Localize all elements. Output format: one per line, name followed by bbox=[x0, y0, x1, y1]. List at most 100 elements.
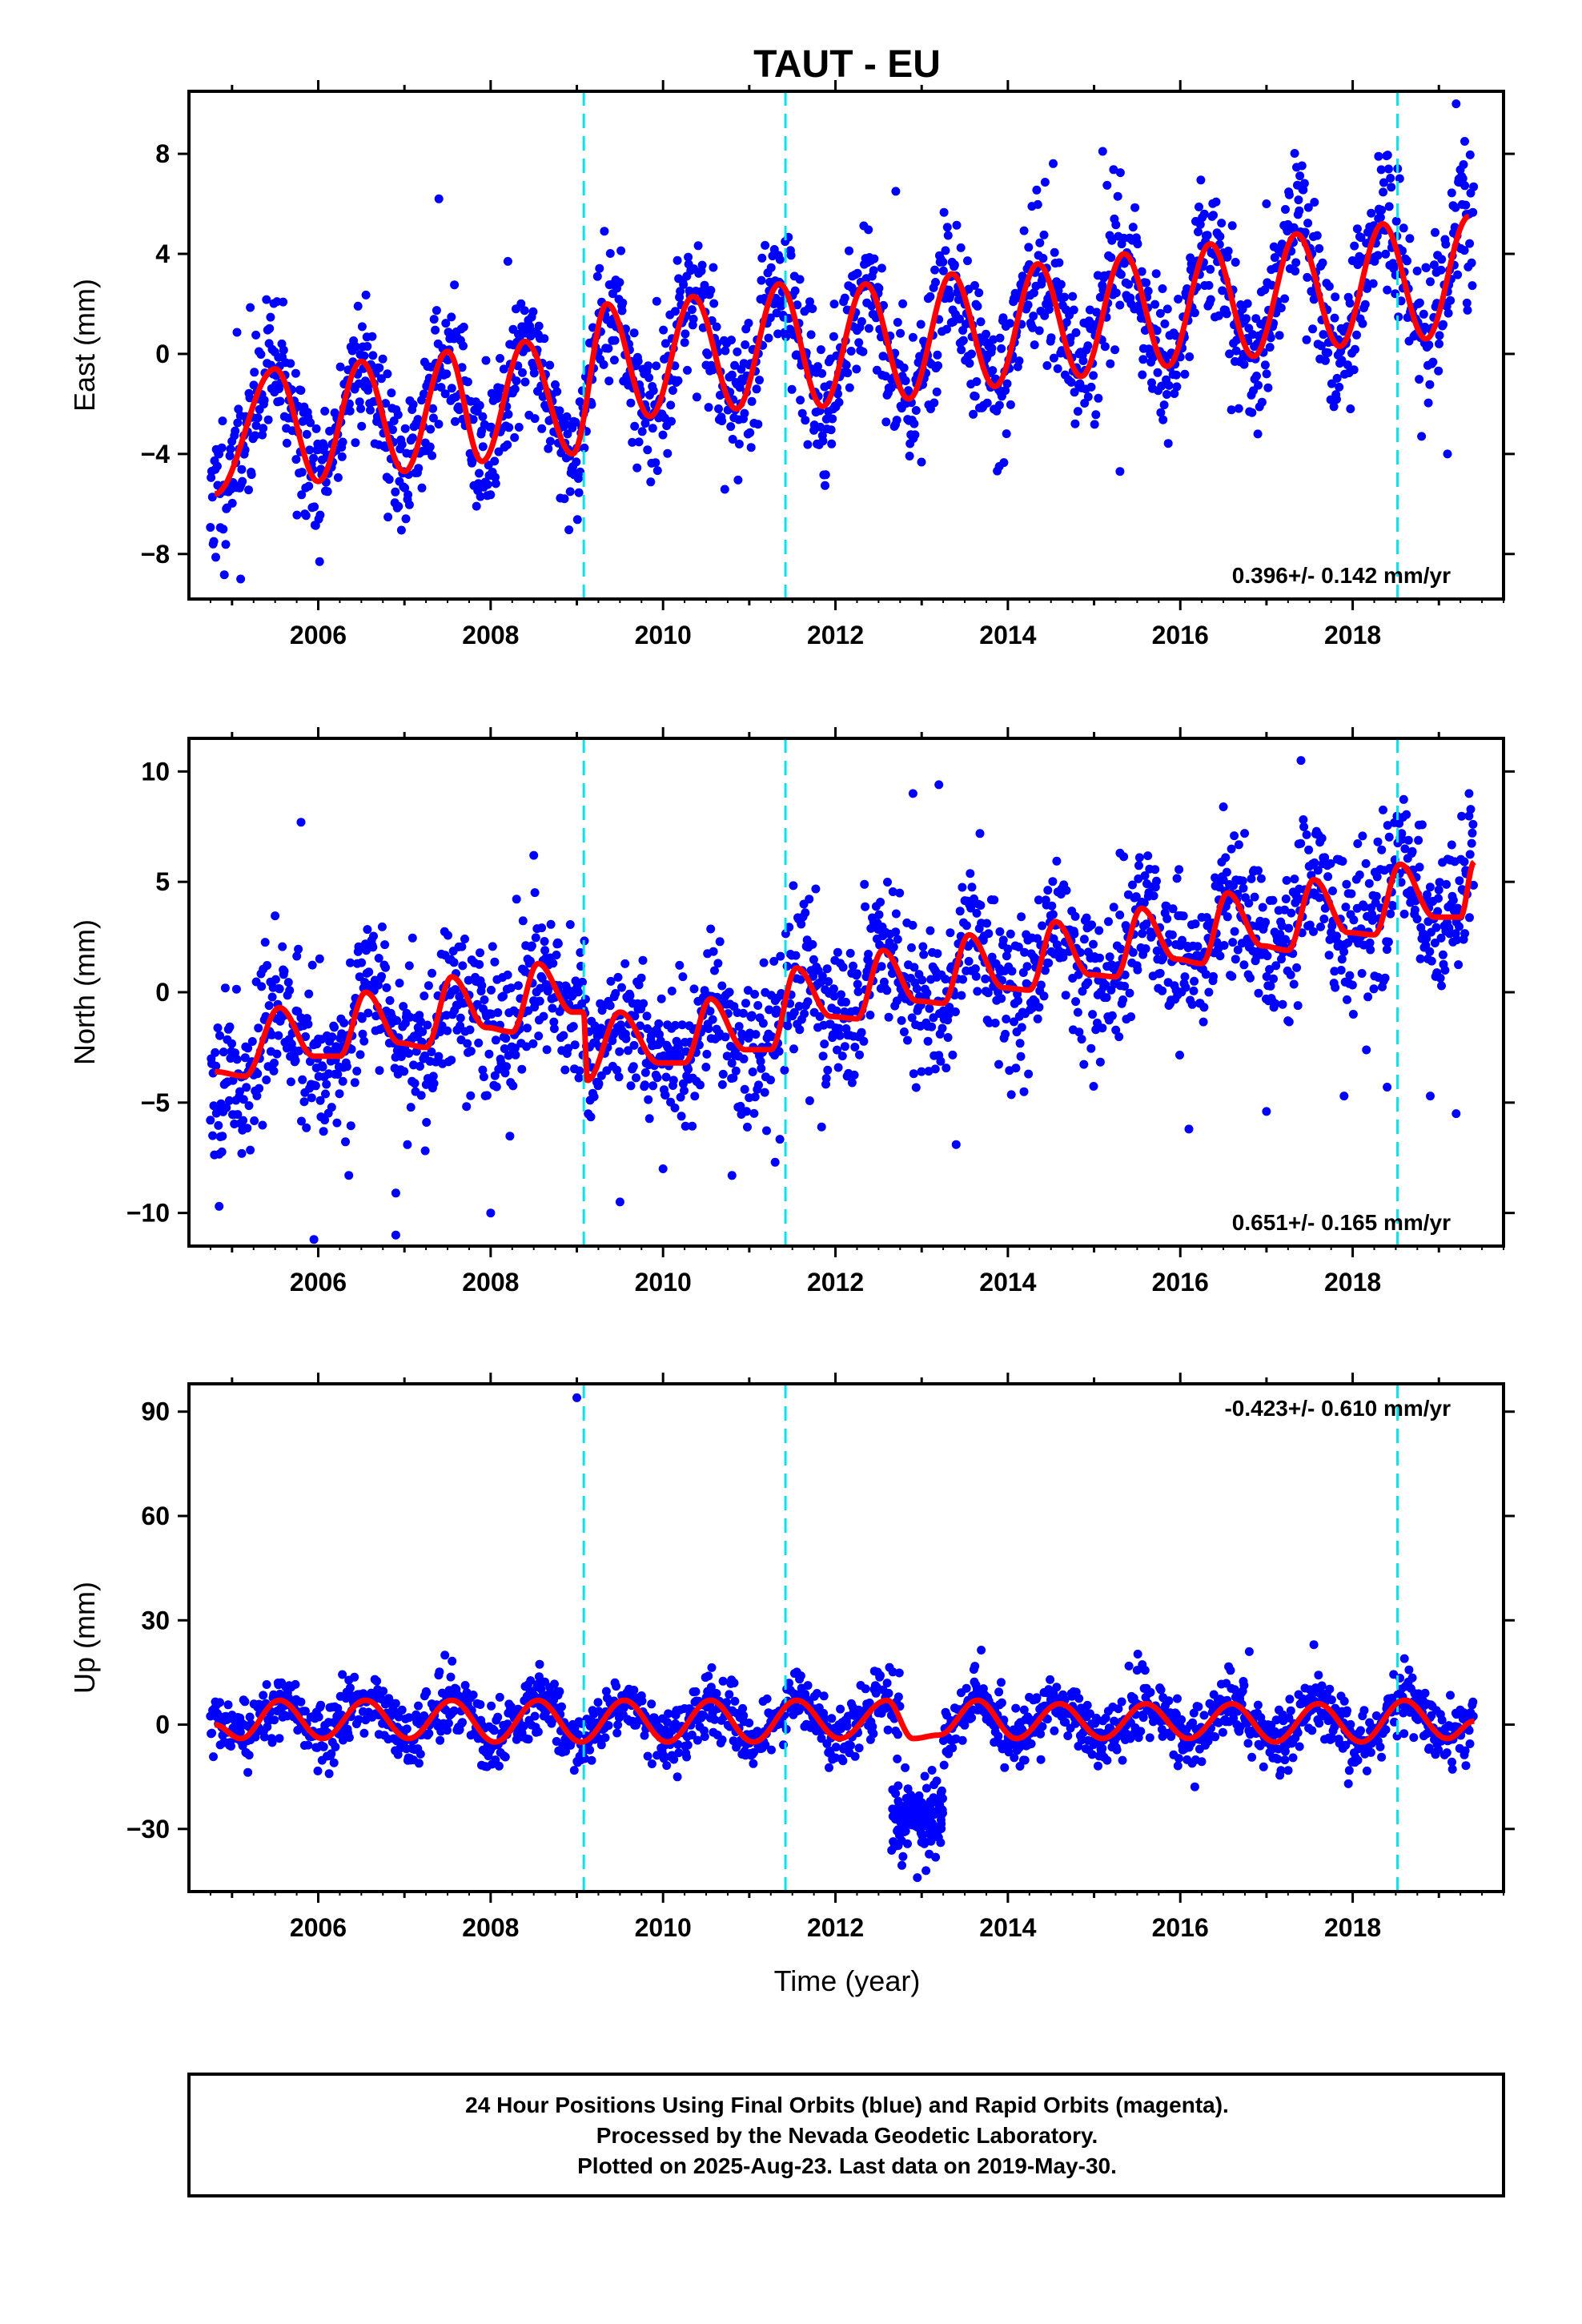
data-point bbox=[671, 307, 680, 316]
data-point bbox=[255, 1084, 264, 1093]
data-point bbox=[629, 1040, 639, 1050]
data-point bbox=[1421, 263, 1431, 272]
data-point bbox=[1191, 919, 1200, 929]
data-point bbox=[279, 297, 288, 307]
data-point bbox=[552, 951, 561, 959]
data-point bbox=[982, 398, 992, 408]
data-point bbox=[1339, 947, 1349, 956]
data-point bbox=[987, 344, 997, 353]
data-point bbox=[837, 990, 845, 999]
data-point bbox=[449, 1706, 459, 1715]
outlier-point bbox=[727, 1171, 737, 1180]
data-point bbox=[1461, 200, 1471, 210]
data-point bbox=[540, 937, 549, 946]
data-point bbox=[555, 1687, 564, 1696]
data-point bbox=[864, 225, 873, 235]
data-point bbox=[1377, 845, 1387, 854]
data-point bbox=[1425, 947, 1435, 956]
data-point bbox=[955, 907, 965, 916]
data-point bbox=[1275, 331, 1284, 340]
data-point bbox=[1330, 967, 1339, 976]
data-point bbox=[1316, 341, 1326, 351]
data-point bbox=[1369, 984, 1379, 994]
data-point bbox=[640, 1080, 649, 1090]
data-point bbox=[1052, 856, 1062, 866]
data-point bbox=[1265, 343, 1275, 352]
data-point bbox=[958, 336, 968, 345]
data-point bbox=[1087, 920, 1097, 930]
data-point bbox=[224, 1096, 234, 1105]
data-point bbox=[815, 1012, 825, 1021]
data-point bbox=[447, 312, 456, 322]
data-point bbox=[512, 895, 521, 904]
data-point bbox=[797, 408, 807, 418]
data-point bbox=[494, 1761, 504, 1771]
data-point bbox=[428, 968, 436, 978]
data-point bbox=[468, 1691, 478, 1699]
data-point bbox=[743, 986, 753, 995]
data-point bbox=[1417, 432, 1427, 441]
data-point bbox=[1358, 831, 1367, 841]
data-point bbox=[861, 902, 870, 911]
data-point bbox=[319, 1127, 328, 1136]
data-point bbox=[359, 351, 369, 360]
data-point bbox=[537, 974, 547, 983]
data-point bbox=[820, 1714, 829, 1723]
y-tick-label: 0 bbox=[155, 340, 170, 368]
data-point bbox=[391, 487, 400, 497]
data-point bbox=[525, 956, 535, 966]
data-point bbox=[1048, 877, 1058, 887]
data-point bbox=[725, 987, 734, 997]
data-point bbox=[1070, 388, 1079, 397]
data-point bbox=[745, 428, 755, 437]
data-point bbox=[503, 970, 512, 979]
data-point bbox=[324, 1769, 334, 1779]
data-point bbox=[1162, 304, 1172, 314]
data-point bbox=[301, 511, 311, 521]
data-point bbox=[392, 1015, 402, 1025]
data-point bbox=[561, 419, 570, 428]
data-point bbox=[833, 947, 842, 957]
data-point bbox=[320, 406, 330, 416]
data-point bbox=[836, 1704, 845, 1714]
data-point bbox=[1158, 415, 1168, 424]
data-point bbox=[300, 1707, 310, 1716]
data-point bbox=[1039, 230, 1049, 239]
data-point bbox=[1209, 211, 1218, 220]
data-point bbox=[891, 927, 901, 937]
data-point bbox=[484, 1049, 494, 1059]
data-point bbox=[1015, 1039, 1025, 1048]
data-point bbox=[709, 947, 718, 956]
data-point bbox=[285, 986, 295, 995]
data-point bbox=[303, 1019, 313, 1029]
data-point bbox=[609, 356, 619, 365]
data-point bbox=[1069, 305, 1078, 315]
data-point bbox=[700, 1732, 709, 1741]
data-point bbox=[629, 328, 639, 338]
data-point bbox=[738, 1008, 748, 1018]
data-point bbox=[1435, 331, 1444, 340]
data-point bbox=[741, 999, 750, 1008]
data-point bbox=[1102, 993, 1111, 1003]
data-point bbox=[967, 883, 977, 892]
data-point bbox=[466, 1091, 476, 1100]
data-point bbox=[1281, 205, 1290, 214]
data-point bbox=[1073, 1007, 1082, 1017]
data-point bbox=[1434, 885, 1443, 895]
data-point bbox=[447, 1055, 456, 1065]
data-point bbox=[932, 387, 942, 396]
data-point bbox=[1262, 369, 1271, 379]
data-point bbox=[1014, 943, 1023, 951]
data-point bbox=[332, 1118, 342, 1128]
data-point bbox=[291, 368, 300, 378]
data-point bbox=[526, 1676, 536, 1686]
data-point bbox=[681, 1121, 690, 1131]
data-point bbox=[845, 383, 854, 392]
data-point bbox=[841, 997, 850, 1007]
data-point bbox=[805, 1096, 814, 1105]
data-point bbox=[434, 1051, 444, 1061]
data-point bbox=[820, 1039, 829, 1049]
data-point bbox=[620, 959, 630, 968]
data-point bbox=[850, 1043, 860, 1051]
data-point bbox=[1415, 954, 1425, 963]
